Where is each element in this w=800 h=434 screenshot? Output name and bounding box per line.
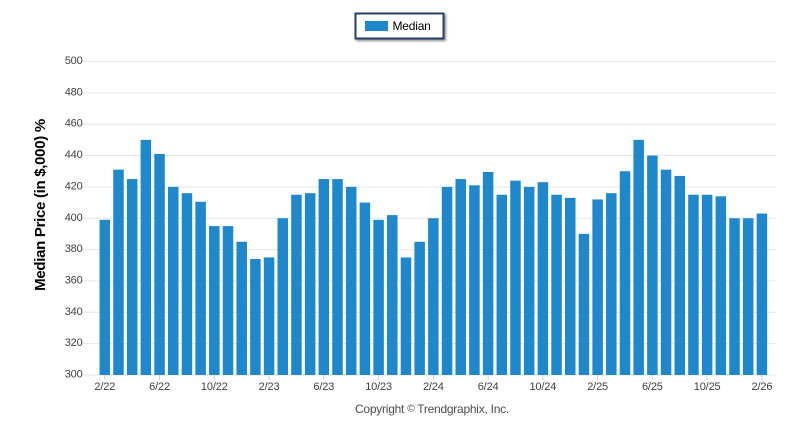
- svg-text:2/24: 2/24: [423, 381, 444, 393]
- svg-text:300: 300: [65, 369, 83, 381]
- svg-text:Copyright © Trendgraphix, Inc.: Copyright © Trendgraphix, Inc.: [355, 402, 509, 416]
- svg-text:500: 500: [65, 55, 83, 67]
- svg-text:10/23: 10/23: [365, 381, 392, 393]
- svg-text:480: 480: [65, 86, 83, 98]
- svg-text:320: 320: [65, 337, 83, 349]
- svg-text:10/24: 10/24: [529, 381, 556, 393]
- svg-text:2/26: 2/26: [751, 381, 772, 393]
- svg-text:460: 460: [65, 118, 83, 130]
- svg-text:420: 420: [65, 180, 83, 192]
- svg-text:10/25: 10/25: [694, 381, 721, 393]
- svg-text:Median: Median: [393, 19, 431, 33]
- svg-text:380: 380: [65, 243, 83, 255]
- svg-text:6/22: 6/22: [149, 381, 170, 393]
- svg-text:Median Price (in $,000) %: Median Price (in $,000) %: [32, 119, 49, 291]
- svg-text:2/23: 2/23: [259, 381, 280, 393]
- svg-text:10/22: 10/22: [201, 381, 228, 393]
- svg-text:6/24: 6/24: [478, 381, 499, 393]
- svg-text:6/25: 6/25: [642, 381, 663, 393]
- svg-text:340: 340: [65, 306, 83, 318]
- svg-text:2/22: 2/22: [94, 381, 115, 393]
- svg-text:440: 440: [65, 149, 83, 161]
- svg-text:2/25: 2/25: [587, 381, 608, 393]
- svg-text:6/23: 6/23: [313, 381, 334, 393]
- svg-text:360: 360: [65, 274, 83, 286]
- svg-text:400: 400: [65, 212, 83, 224]
